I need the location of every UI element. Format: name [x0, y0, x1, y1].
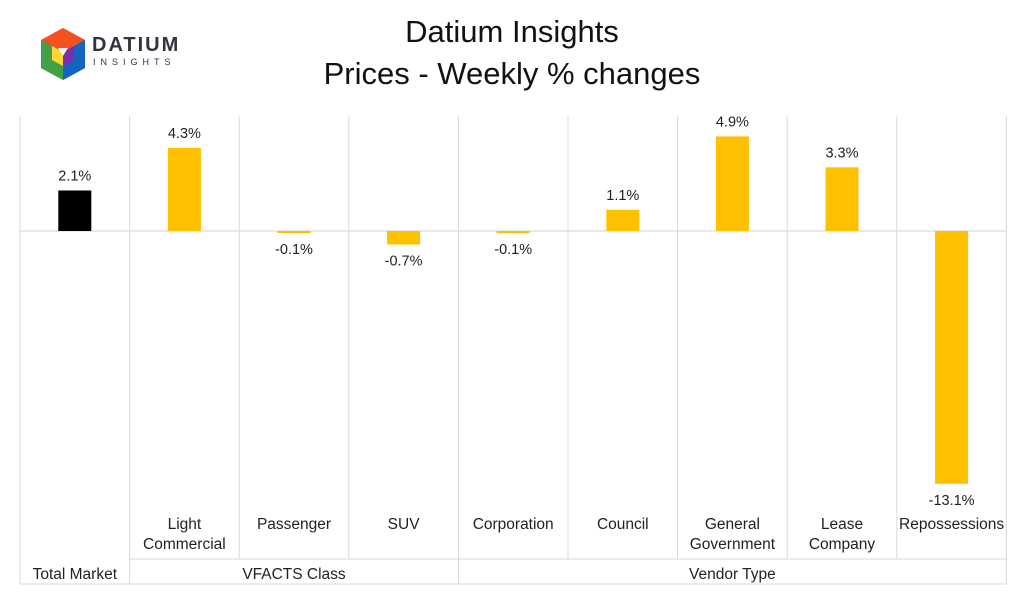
chart-subtitle: Prices - Weekly % changes	[323, 56, 701, 91]
data-label: -13.1%	[929, 493, 975, 509]
data-label: 1.1%	[606, 188, 639, 204]
category-label: Council	[597, 516, 649, 533]
group-label: Total Market	[33, 566, 118, 583]
category-label: Government	[690, 536, 776, 553]
category-label: Corporation	[473, 516, 554, 533]
bar	[606, 209, 640, 231]
bar	[277, 231, 311, 233]
data-label: 4.9%	[716, 114, 749, 130]
category-label: Company	[809, 536, 876, 553]
bar	[58, 190, 92, 231]
data-label: -0.1%	[494, 242, 532, 258]
bar	[496, 231, 530, 233]
category-label: Lease	[821, 516, 863, 533]
datium-cube-icon	[41, 28, 85, 80]
data-label: -0.1%	[275, 242, 313, 258]
bar	[167, 148, 201, 231]
logo-subtitle: INSIGHTS	[93, 57, 176, 67]
datium-logo: DATIUM INSIGHTS	[38, 26, 198, 82]
category-label: Light	[168, 516, 202, 533]
group-label: Vendor Type	[689, 566, 776, 583]
data-label: 3.3%	[825, 145, 858, 161]
data-label: -0.7%	[385, 254, 423, 270]
category-label: Commercial	[143, 536, 226, 553]
category-label: SUV	[388, 516, 421, 533]
bar	[825, 167, 859, 231]
bar	[387, 231, 421, 245]
logo-wordmark: DATIUM	[92, 34, 181, 56]
category-label: Passenger	[257, 516, 331, 533]
data-label: 4.3%	[168, 126, 201, 142]
category-label: Repossessions	[899, 516, 1004, 533]
bar	[935, 231, 969, 484]
data-label: 2.1%	[58, 168, 91, 184]
chart-title: Datium Insights	[405, 14, 619, 49]
bar	[715, 136, 749, 231]
group-label: VFACTS Class	[242, 566, 346, 583]
category-label: General	[705, 516, 760, 533]
